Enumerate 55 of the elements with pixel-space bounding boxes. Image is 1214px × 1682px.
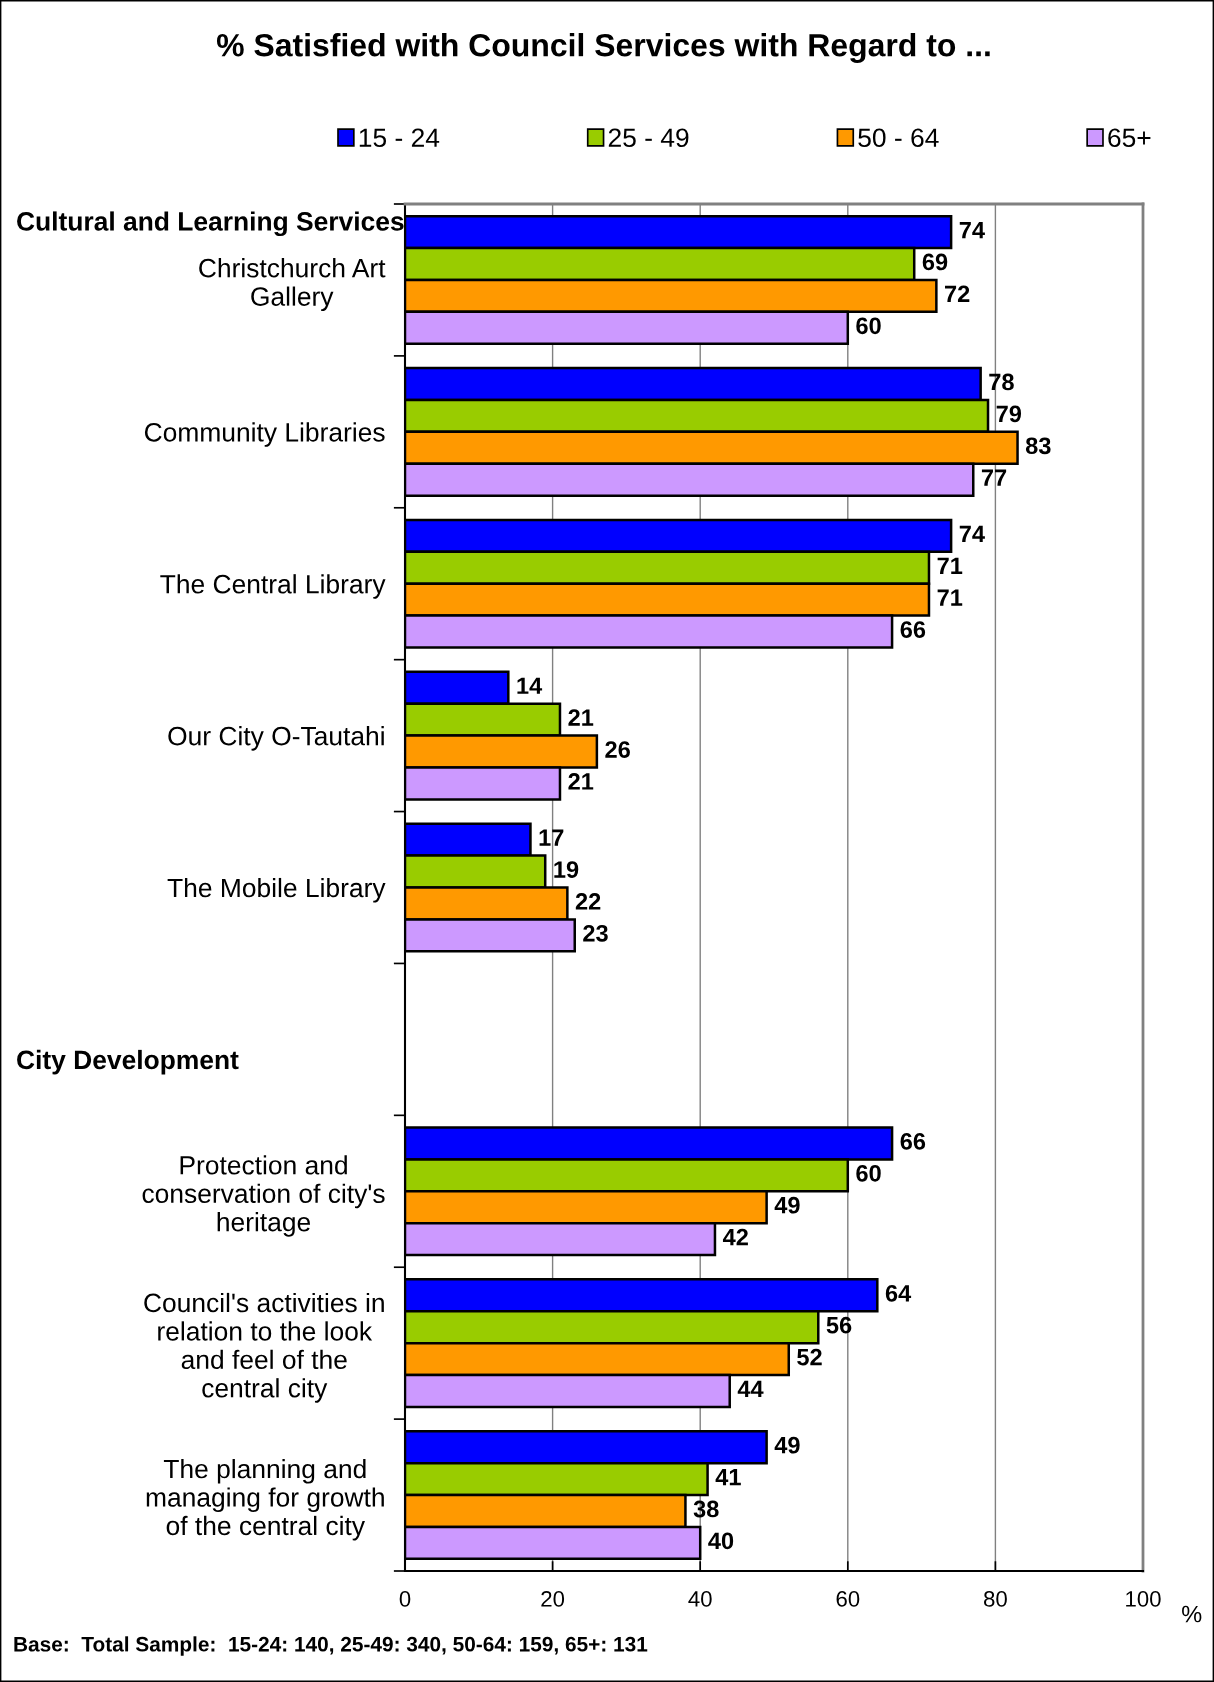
data-label: 71 <box>937 557 963 574</box>
x-tick-label: 0 <box>399 1591 411 1607</box>
legend-label: 50 - 64 <box>858 128 939 148</box>
data-label: 74 <box>959 525 985 542</box>
data-label: 69 <box>922 253 948 271</box>
text: Cultural and Learning Services <box>17 211 404 237</box>
chart-title: % Satisfied with Council Services with Regard to ... <box>216 33 990 63</box>
data-label: 79 <box>996 405 1022 423</box>
data-label: 21 <box>568 773 594 790</box>
data-label: 44 <box>737 1380 764 1398</box>
x-axis-title: % <box>1182 1605 1202 1623</box>
x-tick-label: 20 <box>541 1591 565 1607</box>
legend-label: 65+ <box>1108 128 1151 148</box>
data-label: 26 <box>605 741 630 758</box>
y-tick-label: Protection and conservation of city's heritage <box>142 1155 385 1237</box>
legend-label: 15 - 24 <box>359 128 440 148</box>
data-label: 49 <box>774 1196 800 1214</box>
data-label: 23 <box>583 924 608 942</box>
data-label: 71 <box>937 589 963 606</box>
x-tick-label: 100 <box>1126 1591 1161 1607</box>
data-label: 66 <box>900 1133 926 1150</box>
data-label: 56 <box>826 1316 852 1334</box>
x-tick-label: 40 <box>688 1591 712 1607</box>
y-tick-label: The Central Library <box>160 574 386 599</box>
data-label: 60 <box>856 1164 881 1182</box>
data-label: 77 <box>981 469 1007 486</box>
data-label: 52 <box>797 1348 822 1366</box>
x-tick-label: 80 <box>984 1591 1007 1607</box>
data-label: 19 <box>554 861 579 878</box>
y-tick-label: Community Libraries <box>144 422 385 447</box>
data-label: 60 <box>856 317 881 335</box>
data-label: 22 <box>575 893 601 910</box>
data-label: 66 <box>900 621 926 638</box>
data-label: 78 <box>989 373 1014 391</box>
data-label: 21 <box>568 709 594 726</box>
data-label: 74 <box>959 221 985 239</box>
y-tick-label: The Mobile Library <box>167 877 386 903</box>
y-tick-label: The planning and managing for growth of the central city <box>146 1458 384 1541</box>
data-label: 41 <box>715 1468 741 1486</box>
data-label: 42 <box>722 1228 748 1246</box>
y-tick-label: Christchurch Art Gallery <box>199 258 386 312</box>
legend-label: 25 - 49 <box>608 128 689 148</box>
text: City Development <box>17 1049 239 1075</box>
x-tick-label: 60 <box>836 1591 860 1607</box>
data-label: 83 <box>1025 437 1051 455</box>
text: Base: Total Sample: 15-24: 140, 25-49: 340, 50-64: 159, 65+: 131 <box>14 1636 648 1656</box>
data-label: 64 <box>885 1284 912 1302</box>
data-label: 40 <box>708 1532 734 1550</box>
y-tick-label: Our City O-Tautahi <box>168 726 384 751</box>
y-tick-label: Council's activities in relation to the look and feel of the central city <box>144 1292 384 1403</box>
data-label: 14 <box>517 677 543 694</box>
data-label: 72 <box>945 285 970 302</box>
data-label: 38 <box>693 1500 719 1518</box>
data-label: 49 <box>774 1436 800 1454</box>
data-label: 17 <box>539 829 564 846</box>
